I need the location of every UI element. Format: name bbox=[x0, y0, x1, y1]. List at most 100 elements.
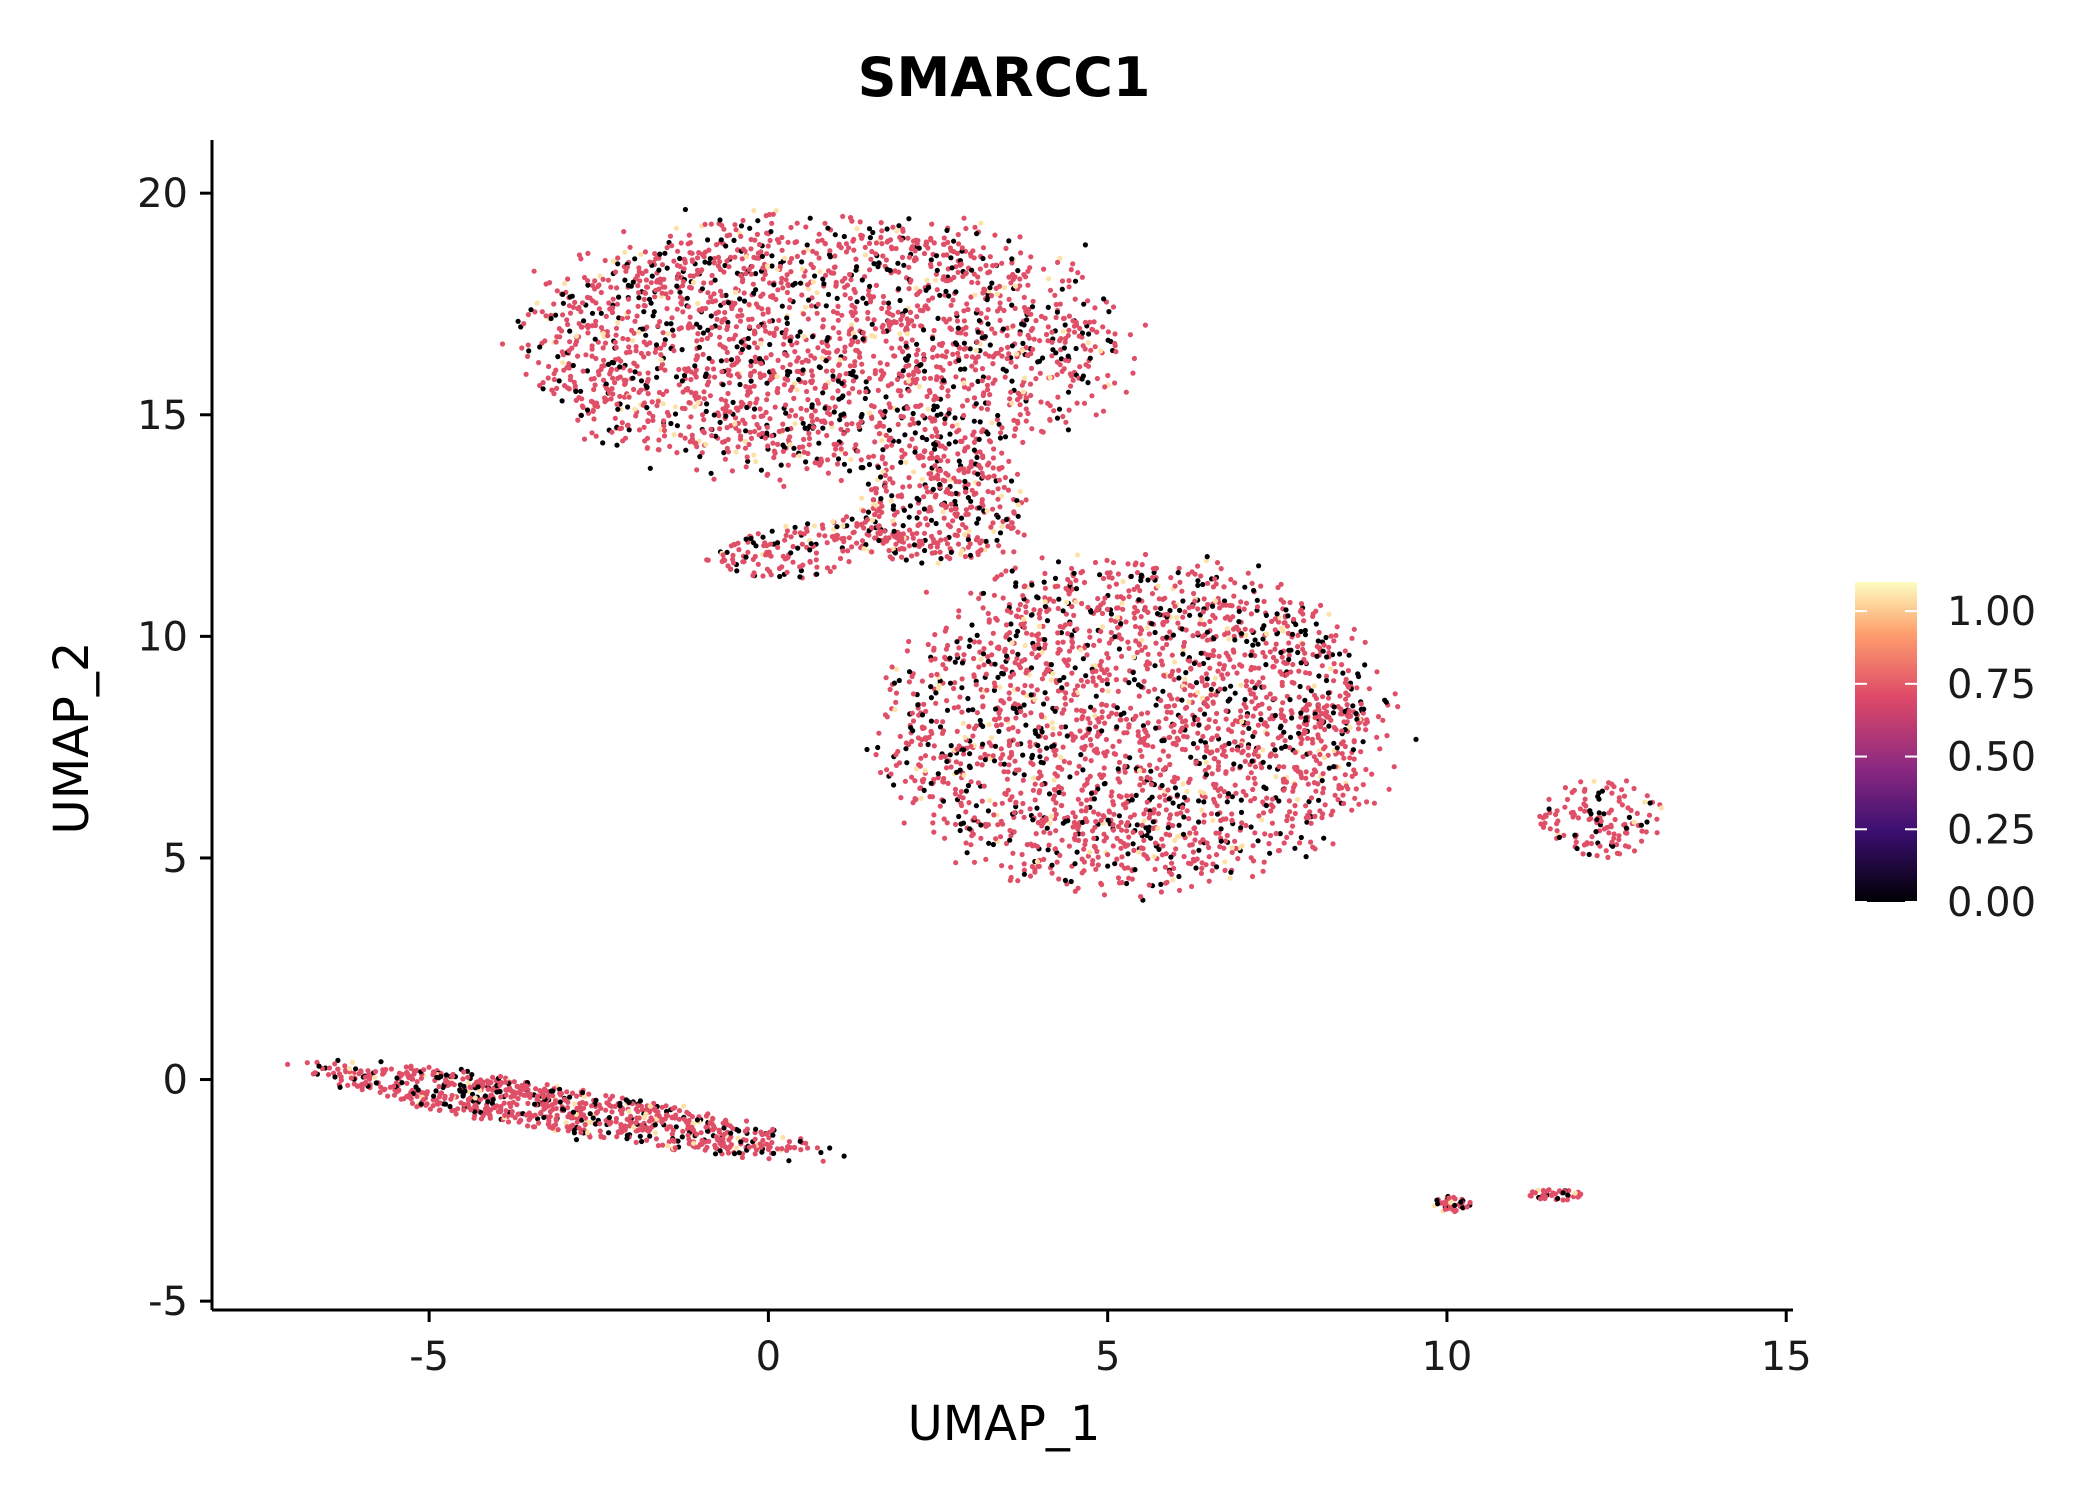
cell-point bbox=[975, 329, 981, 335]
cell-point bbox=[955, 325, 961, 331]
cell-point bbox=[1095, 596, 1101, 602]
cell-point bbox=[1096, 638, 1103, 644]
cell-point bbox=[747, 429, 753, 435]
cell-point bbox=[1005, 769, 1011, 775]
cell-point bbox=[1152, 686, 1158, 692]
cell-point bbox=[906, 254, 913, 260]
cell-point bbox=[740, 417, 746, 423]
cell-point bbox=[1333, 632, 1339, 639]
cell-point bbox=[960, 522, 966, 528]
cell-point bbox=[986, 721, 992, 728]
cell-point bbox=[792, 349, 798, 355]
cell-point bbox=[991, 473, 997, 479]
cell-point bbox=[891, 680, 898, 686]
cell-point bbox=[658, 345, 664, 351]
cell-point bbox=[654, 374, 660, 380]
cell-point bbox=[1049, 813, 1055, 820]
cell-point bbox=[755, 561, 761, 567]
cell-point bbox=[820, 525, 826, 531]
cell-point bbox=[653, 346, 659, 352]
cell-point bbox=[1112, 340, 1118, 347]
cell-point bbox=[756, 432, 762, 438]
cell-point bbox=[1137, 747, 1143, 754]
cell-point bbox=[1295, 632, 1301, 639]
cell-point bbox=[901, 507, 908, 513]
cell-point bbox=[1263, 802, 1269, 809]
cell-point bbox=[739, 279, 746, 285]
cell-point bbox=[1308, 688, 1314, 694]
cell-point bbox=[664, 388, 670, 394]
cell-point bbox=[753, 458, 759, 465]
cell-point bbox=[994, 723, 1000, 729]
cell-point bbox=[1145, 856, 1151, 862]
cell-point bbox=[801, 436, 807, 442]
cell-point bbox=[951, 705, 957, 711]
cell-point bbox=[1209, 771, 1215, 777]
cell-point bbox=[743, 271, 749, 277]
cell-point bbox=[1015, 686, 1021, 692]
cell-point bbox=[1268, 808, 1274, 814]
cell-point bbox=[769, 253, 775, 259]
cell-point bbox=[939, 384, 945, 391]
cell-point bbox=[881, 300, 887, 306]
cell-point bbox=[777, 573, 783, 580]
cell-point bbox=[561, 367, 567, 373]
cell-point bbox=[1109, 789, 1115, 795]
cell-point bbox=[771, 448, 778, 454]
cell-point bbox=[1168, 672, 1174, 678]
cell-point bbox=[557, 334, 563, 340]
cell-point bbox=[1308, 820, 1314, 826]
cell-point bbox=[865, 309, 871, 316]
cell-point bbox=[885, 300, 892, 306]
cell-point bbox=[945, 393, 951, 399]
cell-point bbox=[600, 440, 606, 446]
cell-point bbox=[1066, 648, 1073, 654]
cell-point bbox=[1002, 474, 1009, 481]
cell-point bbox=[1037, 754, 1043, 760]
cell-point bbox=[945, 642, 951, 649]
cell-point bbox=[970, 733, 976, 739]
cell-point bbox=[994, 417, 1001, 423]
cell-point bbox=[945, 522, 951, 528]
cell-point bbox=[957, 827, 963, 834]
cell-point bbox=[1006, 726, 1012, 732]
cell-point bbox=[1141, 818, 1147, 824]
cell-point bbox=[610, 296, 616, 302]
cell-point bbox=[1256, 679, 1262, 685]
cell-point bbox=[1066, 284, 1072, 290]
cell-point bbox=[1008, 389, 1014, 395]
cell-point bbox=[948, 255, 954, 261]
cell-point bbox=[598, 325, 605, 331]
cell-point bbox=[835, 388, 841, 394]
cell-point bbox=[952, 506, 958, 512]
cell-point bbox=[661, 427, 668, 434]
cell-point bbox=[782, 255, 788, 261]
cell-point bbox=[1223, 650, 1229, 656]
cell-point bbox=[1116, 813, 1122, 819]
cell-point bbox=[995, 412, 1001, 419]
cell-point bbox=[617, 374, 623, 380]
cell-point bbox=[841, 233, 847, 240]
cell-point bbox=[1067, 580, 1073, 586]
cell-point bbox=[1049, 353, 1055, 359]
cell-point bbox=[883, 535, 889, 541]
cell-point bbox=[834, 441, 840, 448]
cell-point bbox=[1056, 876, 1062, 882]
cell-point bbox=[751, 383, 757, 389]
cell-point bbox=[972, 292, 978, 298]
cell-point bbox=[923, 515, 929, 522]
cell-point bbox=[1322, 802, 1328, 808]
cell-point bbox=[983, 315, 990, 321]
cell-point bbox=[1077, 364, 1083, 370]
cell-point bbox=[620, 335, 626, 342]
cell-point bbox=[1308, 839, 1314, 845]
cell-point bbox=[845, 548, 851, 554]
cell-point bbox=[876, 730, 882, 736]
cell-point bbox=[1298, 660, 1304, 666]
cell-point bbox=[949, 265, 955, 271]
cell-point bbox=[1058, 356, 1064, 362]
cell-point bbox=[1201, 819, 1207, 825]
cell-point bbox=[837, 336, 843, 342]
cell-point bbox=[1125, 639, 1131, 645]
cell-point bbox=[1088, 704, 1094, 710]
